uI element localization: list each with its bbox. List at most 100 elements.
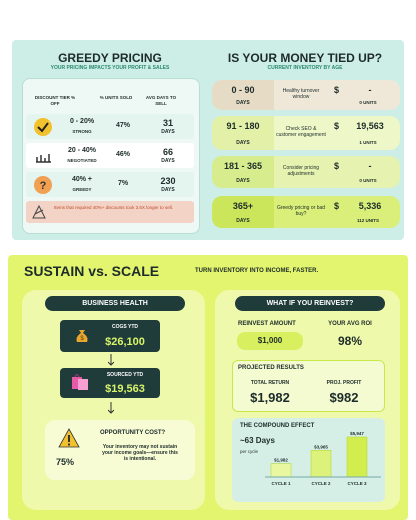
row-icon — [33, 117, 53, 137]
roi-label: YOUR AVG ROI — [328, 321, 372, 327]
money-bag-icon: $ — [76, 330, 88, 342]
health-title: BUSINESS HEALTH — [45, 296, 185, 311]
compound-title: THE COMPOUND EFFECT — [240, 423, 315, 429]
cogs-label: COGS YTD — [111, 324, 139, 330]
opportunity-title: OPPORTUNITY COST? — [100, 430, 166, 436]
avg-days: 31 — [162, 118, 173, 128]
avg-days: 66 — [162, 147, 173, 157]
icon: ? — [34, 176, 52, 194]
reinvest-title: WHAT IF YOU REINVEST? — [235, 296, 385, 311]
age-unit: DAYS — [236, 100, 250, 106]
cycle-label: CYCLE 1 — [271, 481, 291, 486]
currency: $ — [334, 161, 340, 171]
advice: Greedy pricing or bad buy? — [276, 205, 326, 217]
units: 0 UNITS — [359, 100, 377, 105]
svg-text:$: $ — [80, 336, 84, 342]
tier-tag: NEGOTIATED — [67, 158, 97, 163]
currency: $ — [334, 201, 340, 211]
cogs-value: $26,100 — [105, 336, 145, 348]
total-label: TOTAL RETURN — [250, 380, 290, 386]
opportunity-percent: 75% — [56, 457, 75, 467]
profit-label: PROJ. PROFIT — [326, 380, 362, 386]
inventory-title: IS YOUR MONEY TIED UP? — [227, 51, 383, 65]
days-unit: DAYS — [161, 129, 175, 135]
icon — [36, 154, 51, 163]
row-bg — [26, 114, 194, 139]
age-unit: DAYS — [236, 178, 250, 184]
currency: $ — [334, 121, 340, 131]
cogs-card — [60, 320, 160, 352]
table-header: % UNITS SOLD — [99, 95, 133, 100]
units-sold: 46% — [115, 151, 130, 158]
age-range: 181 - 365 — [223, 161, 263, 171]
arrow — [108, 354, 114, 366]
amount-label: REINVEST AMOUNT — [238, 321, 296, 327]
amount: - — [368, 85, 372, 95]
units: 112 UNITS — [356, 218, 379, 223]
units-sold: 7% — [117, 180, 129, 187]
compound-per: per cycle — [240, 449, 259, 454]
bar-label: $5,947 — [350, 431, 364, 436]
advice: Consider pricing adjustments — [282, 165, 320, 177]
days-unit: DAYS — [161, 187, 175, 193]
note-icon — [31, 204, 47, 220]
projected-box — [232, 360, 385, 412]
icon — [34, 118, 52, 136]
sourced-value: $19,563 — [105, 383, 145, 395]
units: 0 UNITS — [359, 178, 377, 183]
total-value: $1,982 — [250, 390, 290, 405]
profit-value: $982 — [329, 390, 359, 405]
tier: 0 - 20% — [69, 118, 95, 125]
bar — [346, 436, 368, 478]
bar-label: $3,965 — [314, 444, 328, 449]
shopping-bags-icon — [72, 374, 88, 390]
opportunity-text: Your inventory may not sustain your inco… — [102, 444, 178, 462]
row-icon — [33, 146, 53, 166]
sourced-label: SOURCED YTD — [106, 372, 144, 378]
inventory-age-bg — [212, 80, 274, 110]
projected-title: PROJECTED RESULTS — [238, 365, 304, 371]
inventory-age-bg — [212, 156, 274, 188]
table-header: DISCOUNT TIER % OFF — [34, 95, 76, 106]
table-header: AVG DAYS TO SELL — [145, 95, 177, 106]
cycle-label: CYCLE 2 — [311, 481, 331, 486]
bar-label: $1,982 — [274, 458, 288, 463]
amount-value: $1,000 — [237, 332, 303, 350]
avg-days: 230 — [160, 176, 176, 186]
tier-tag: GREEDY — [72, 187, 92, 192]
inventory-age-bg — [212, 196, 274, 228]
compound-chart: $1,982 CYCLE 1 $3,965 CYCLE 2 $5,947 CYCLE 3 — [265, 431, 381, 486]
tier: 40% + — [71, 176, 93, 183]
sustain-title: SUSTAIN vs. SCALE — [24, 263, 160, 279]
note: Items that required 40%+ discounts took … — [54, 205, 173, 210]
tier-tag: STRONG — [72, 129, 92, 134]
units-sold: 47% — [115, 122, 130, 129]
amount: 19,563 — [356, 121, 384, 131]
age-range: 365+ — [232, 201, 254, 211]
currency: $ — [334, 85, 340, 95]
age-range: 91 - 180 — [226, 121, 260, 131]
tier: 20 - 40% — [67, 147, 97, 154]
note-bg — [26, 201, 194, 223]
arrow — [108, 402, 114, 414]
pricing-subtitle: YOUR PRICING IMPACTS YOUR PROFIT & SALES — [50, 65, 170, 71]
inventory-subtitle: CURRENT INVENTORY BY AGE — [267, 65, 343, 71]
advice: Healthy turnover window — [282, 88, 320, 100]
cycle-label: CYCLE 3 — [347, 481, 367, 486]
bar — [270, 463, 292, 478]
icon — [32, 204, 46, 219]
amount: - — [368, 161, 372, 171]
advice: Check SEO & customer engagement — [276, 126, 326, 138]
inventory-age-bg — [212, 116, 274, 150]
pricing-title: GREEDY PRICING — [58, 51, 162, 65]
age-unit: DAYS — [236, 218, 250, 224]
age-unit: DAYS — [236, 140, 250, 146]
row-bg — [26, 143, 194, 168]
compound-days: ~63 Days — [240, 436, 275, 445]
warning-icon — [58, 428, 80, 448]
units: 1 UNITS — [359, 140, 377, 145]
days-unit: DAYS — [161, 158, 175, 164]
svg-text:?: ? — [40, 180, 47, 192]
amount: 5,336 — [358, 201, 382, 211]
sustain-tagline: TURN INVENTORY INTO INCOME, FASTER. — [195, 268, 319, 274]
